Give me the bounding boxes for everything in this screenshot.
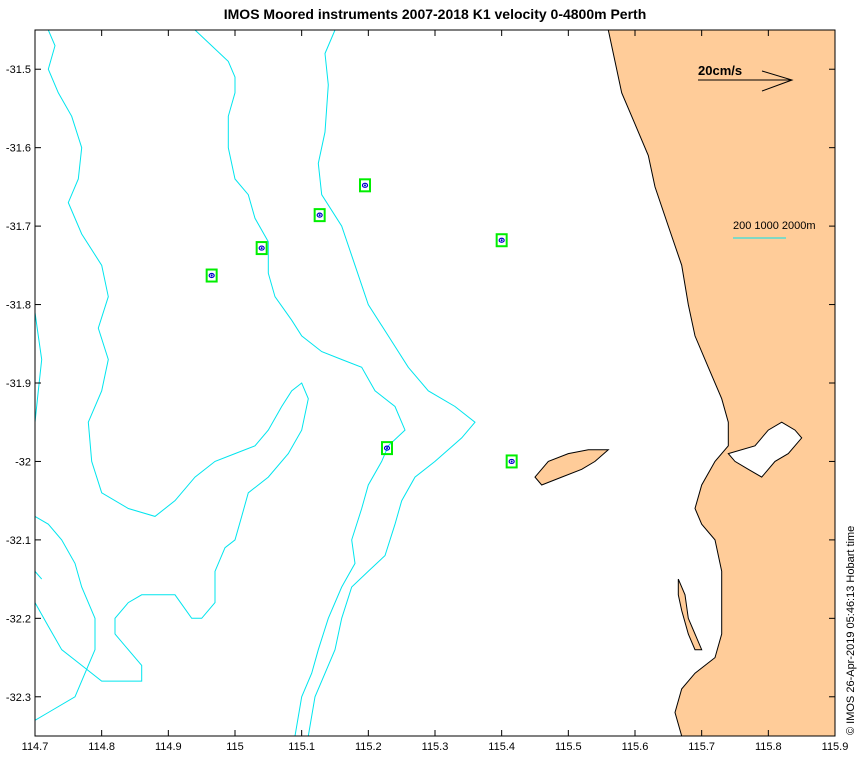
x-tick-label: 115.3 bbox=[422, 741, 449, 753]
isobath-line bbox=[307, 30, 476, 736]
mooring-point bbox=[500, 239, 503, 242]
x-tick-label: 114.7 bbox=[22, 741, 49, 753]
tidal-ellipse bbox=[508, 458, 515, 465]
mooring-point bbox=[364, 184, 366, 187]
y-tick-label: -32.3 bbox=[6, 692, 31, 704]
scale-label: 20cm/s bbox=[698, 63, 742, 78]
isobath-line bbox=[194, 30, 406, 736]
mooring-marker bbox=[505, 454, 518, 469]
scale-arrow-head bbox=[761, 70, 794, 92]
y-tick-label: -32 bbox=[15, 456, 31, 468]
tidal-ellipse bbox=[361, 182, 369, 188]
bathy-legend-label: 200 1000 2000m bbox=[733, 220, 816, 232]
isobath-line bbox=[35, 30, 309, 682]
swan-river-estuary bbox=[727, 421, 803, 478]
x-tick-label: 115.7 bbox=[688, 741, 715, 753]
mooring-site bbox=[381, 441, 393, 456]
mooring-marker bbox=[313, 208, 326, 223]
y-tick-label: -31.8 bbox=[6, 300, 31, 312]
mooring-point bbox=[210, 274, 213, 277]
mooring-marker bbox=[205, 268, 218, 283]
y-tick-label: -32.1 bbox=[6, 535, 31, 547]
velocity-scale: 20cm/s bbox=[698, 63, 794, 92]
isobath-line bbox=[35, 312, 43, 423]
tidal-ellipse bbox=[208, 272, 215, 279]
mooring-point bbox=[260, 247, 263, 250]
tidal-ellipse bbox=[498, 237, 505, 243]
map-layer bbox=[35, 30, 835, 736]
mooring-site bbox=[205, 268, 218, 283]
mainland-landmass bbox=[607, 30, 835, 736]
mooring-point bbox=[318, 214, 321, 217]
mooring-site bbox=[359, 178, 371, 193]
x-tick-label: 115.5 bbox=[555, 741, 582, 753]
x-tick-label: 114.9 bbox=[155, 741, 182, 753]
x-tick-label: 115.8 bbox=[755, 741, 782, 753]
x-tick-label: 115.1 bbox=[288, 741, 315, 753]
axis-ticks: 114.7 114.8 114.9 115 115.1 115.2 115.3 115.4 11… bbox=[6, 30, 848, 753]
isobath-line bbox=[35, 570, 43, 580]
mooring-marker bbox=[495, 233, 508, 248]
isobath-line bbox=[35, 515, 96, 721]
tidal-ellipse bbox=[383, 445, 391, 451]
mooring-point bbox=[510, 460, 513, 463]
y-tick-label: -31.9 bbox=[6, 378, 31, 390]
x-tick-label: 114.8 bbox=[88, 741, 115, 753]
island bbox=[534, 449, 610, 486]
tidal-ellipse bbox=[258, 245, 265, 251]
tidal-ellipse bbox=[316, 212, 323, 218]
mooring-site bbox=[505, 454, 518, 469]
bathymetry-legend: 200 1000 2000m bbox=[733, 220, 816, 239]
map-title: IMOS Moored instruments 2007-2018 K1 vel… bbox=[223, 6, 647, 22]
mooring-marker bbox=[381, 441, 393, 456]
y-tick-label: -31.7 bbox=[6, 221, 31, 233]
x-tick-label: 115.4 bbox=[488, 741, 515, 753]
y-tick-label: -31.6 bbox=[6, 143, 31, 155]
footer-stamp: © IMOS 26-Apr-2019 05:46:13 Hobart time bbox=[845, 525, 857, 735]
y-tick-label: -31.5 bbox=[6, 64, 31, 76]
mooring-site bbox=[255, 241, 268, 256]
mooring-marker bbox=[359, 178, 371, 193]
x-tick-label: 115.6 bbox=[622, 741, 649, 753]
x-tick-label: 115.2 bbox=[355, 741, 382, 753]
x-tick-label: 115.9 bbox=[822, 741, 849, 753]
mooring-site bbox=[495, 233, 508, 248]
x-tick-label: 115 bbox=[226, 741, 244, 753]
mooring-marker bbox=[255, 241, 268, 256]
mooring-site bbox=[313, 208, 326, 223]
y-tick-label: -32.2 bbox=[6, 613, 31, 625]
mooring-point bbox=[386, 447, 388, 450]
island bbox=[677, 578, 703, 651]
